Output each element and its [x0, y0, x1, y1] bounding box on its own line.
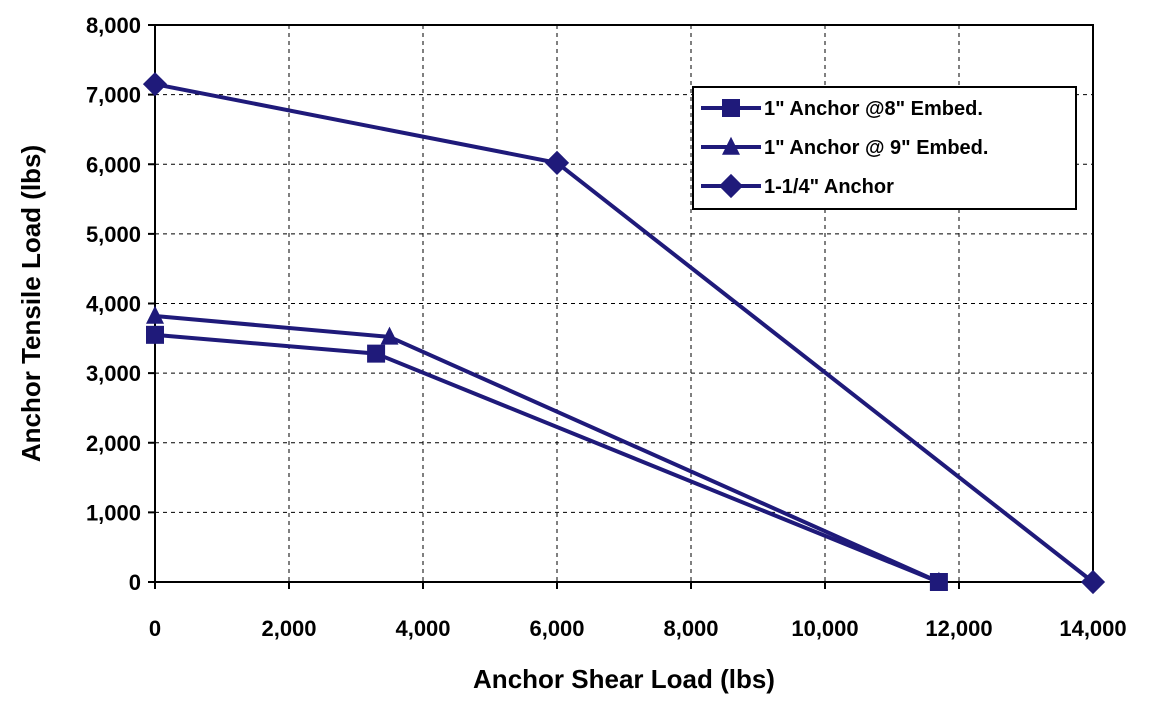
data-point-diamond	[142, 72, 168, 97]
x-tick-label: 6,000	[529, 616, 584, 641]
legend: 1" Anchor @8" Embed. 1" Anchor @ 9" Embed…	[692, 86, 1077, 210]
series-2	[146, 305, 948, 590]
legend-item: 1-1/4" Anchor	[701, 173, 894, 199]
data-point-triangle	[146, 305, 164, 324]
data-point-diamond	[544, 150, 570, 175]
x-tick-label: 8,000	[663, 616, 718, 641]
x-tick-label: 14,000	[1059, 616, 1126, 641]
y-tick-label: 6,000	[86, 152, 141, 177]
x-tick-label: 4,000	[395, 616, 450, 641]
legend-item: 1" Anchor @8" Embed.	[701, 98, 983, 120]
y-tick-label: 0	[129, 570, 141, 595]
grid-lines	[155, 25, 1093, 582]
series-1	[146, 325, 948, 591]
data-point-diamond	[1080, 569, 1106, 595]
y-tick-label: 4,000	[86, 292, 141, 317]
legend-label: 1" Anchor @ 9" Embed.	[764, 137, 988, 159]
y-axis-title: Anchor Tensile Load (lbs)	[16, 145, 46, 462]
y-tick-label: 5,000	[86, 222, 141, 247]
data-point-triangle	[380, 326, 399, 345]
y-tick-label: 7,000	[86, 83, 141, 108]
legend-marker-diamond	[718, 173, 744, 199]
y-tick-label: 8,000	[86, 13, 141, 38]
legend-item: 1" Anchor @ 9" Embed.	[701, 136, 988, 159]
legend-label: 1" Anchor @8" Embed.	[764, 98, 983, 120]
x-tick-label: 10,000	[791, 616, 858, 641]
legend-marker-square	[722, 99, 740, 117]
x-tick-label: 0	[149, 616, 161, 641]
y-tick-label: 3,000	[86, 361, 141, 386]
x-axis-title: Anchor Shear Load (lbs)	[473, 664, 775, 694]
y-tick-label: 2,000	[86, 431, 141, 456]
legend-marker-triangle	[722, 136, 740, 155]
data-point-triangle	[929, 571, 948, 590]
series-line	[154, 314, 940, 584]
series-layer	[142, 72, 1106, 595]
axis-ticks: 0 2,000 4,000 6,000 8,000 10,000 12,000 14,000 0…	[86, 13, 1127, 641]
y-tick-label: 1,000	[86, 500, 141, 525]
legend-label: 1-1/4" Anchor	[764, 176, 894, 198]
series-3	[142, 72, 1106, 595]
x-tick-label: 12,000	[925, 616, 992, 641]
data-point-square	[146, 325, 164, 344]
x-tick-label: 2,000	[261, 616, 316, 641]
data-point-square	[367, 344, 386, 363]
